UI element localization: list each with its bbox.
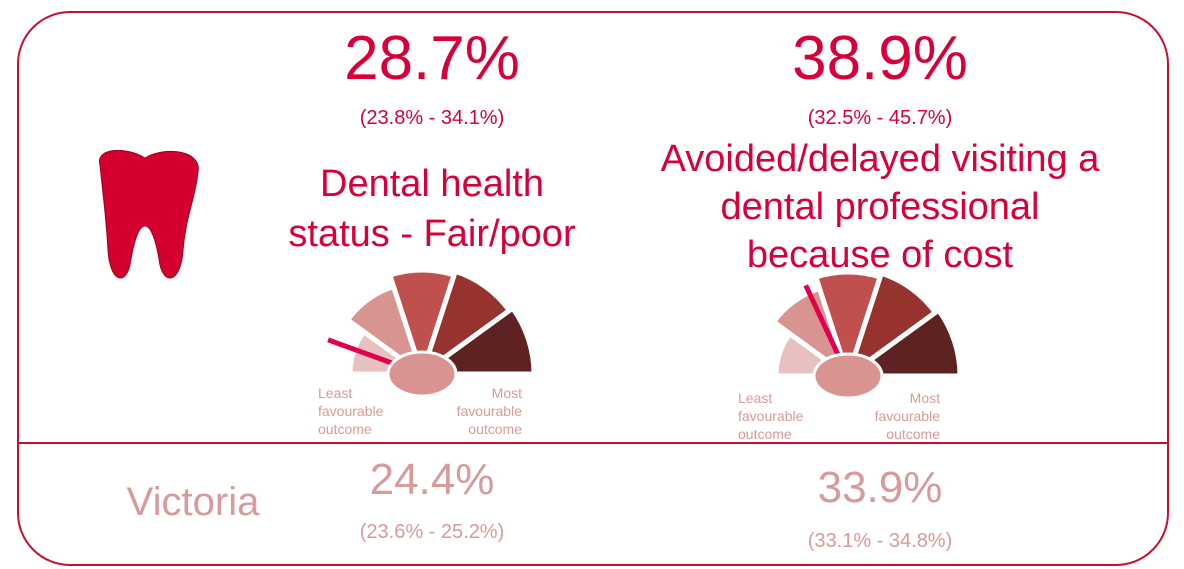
gauge <box>327 267 537 398</box>
text: Avoided/delayed visiting a <box>660 138 1100 180</box>
gauge-label-line: favourable <box>318 403 384 419</box>
gauge-segment <box>414 304 537 377</box>
text: (33.1% - 34.8%) <box>807 530 953 552</box>
gauge-label-line: favourable <box>738 408 804 424</box>
victoria-label: Victoria <box>126 480 260 524</box>
text: status - Fair/poor <box>288 213 576 255</box>
text: 24.4% <box>369 455 495 504</box>
gauge-label-line: Least <box>738 390 773 406</box>
gauge-label: Most favourable outcome <box>457 384 522 438</box>
gauge-hub <box>812 352 884 400</box>
text: because of cost <box>746 234 1014 276</box>
text: 38.9% <box>792 24 968 93</box>
gauge <box>770 269 963 400</box>
text: (23.8% - 34.1%) <box>359 107 505 129</box>
text: 28.7% <box>344 24 520 93</box>
gauge-label-line: favourable <box>456 403 522 419</box>
gauge-label-line: favourable <box>874 408 940 424</box>
gauge-label: Least favourable outcome <box>738 389 803 443</box>
text: (23.6% - 25.2%) <box>359 521 505 543</box>
tooth-icon <box>99 149 199 279</box>
text: Dental health <box>320 163 544 205</box>
gauge-label-line: Most <box>909 390 940 406</box>
frame <box>17 11 1169 566</box>
gauge-label: Least favourable outcome <box>318 384 383 438</box>
gauge-label-line: Most <box>491 385 522 401</box>
gauge-label-line: outcome <box>886 426 940 442</box>
gauge-label: Most favourable outcome <box>875 389 940 443</box>
gauge-label-line: outcome <box>318 421 372 437</box>
text: (32.5% - 45.7%) <box>807 107 953 129</box>
text: dental professional <box>720 186 1040 228</box>
text: 33.9% <box>817 463 943 512</box>
gauge-label-line: outcome <box>468 421 522 437</box>
gauge-hub <box>386 350 458 398</box>
gauge-segment <box>840 306 963 379</box>
gauge-label-line: outcome <box>738 426 792 442</box>
gauge-label-line: Least <box>318 385 353 401</box>
